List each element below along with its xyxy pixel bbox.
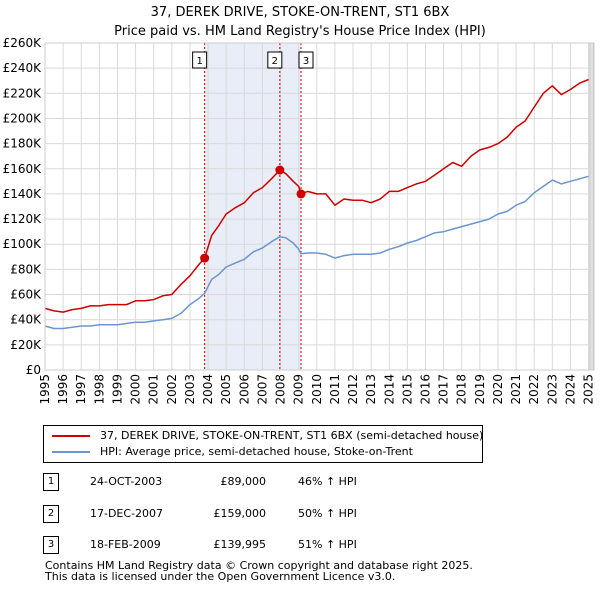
x-tick-label: 2002 <box>165 374 179 405</box>
transaction-date: 17-DEC-2007 <box>90 507 164 520</box>
transaction-date: 24-OCT-2003 <box>90 475 163 488</box>
x-tick-label: 2019 <box>473 374 487 405</box>
sale-label-2: 2 <box>267 51 283 69</box>
y-tick-label: £100K <box>3 237 43 251</box>
x-tick-label: 2024 <box>563 374 577 405</box>
transaction-price: £139,995 <box>213 538 267 551</box>
chart-title-line2: Price paid vs. HM Land Registry's House … <box>114 24 486 39</box>
sale-label-3: 3 <box>298 51 314 69</box>
x-tick-label: 2011 <box>328 374 342 405</box>
x-tick-label: 2010 <box>310 374 324 405</box>
sale-label-text: 3 <box>303 56 309 67</box>
y-tick-label: £160K <box>3 162 43 176</box>
chart-title-line1: 37, DEREK DRIVE, STOKE-ON-TRENT, ST1 6BX <box>150 5 450 20</box>
price-chart: 1 2 3 £0 £20K £40K £60K £80K £100K £120K £140K £16… <box>3 36 596 405</box>
y-tick-label: £200K <box>3 111 43 125</box>
sale-marker-lines <box>204 43 302 370</box>
plot-background <box>45 43 594 370</box>
x-tick-label: 2016 <box>418 374 432 405</box>
y-tick-label: £0 <box>26 363 41 377</box>
legend-hpi-label: HPI: Average price, semi-detached house,… <box>100 445 413 458</box>
x-tick-label: 2001 <box>147 374 161 405</box>
x-tick-label: 1998 <box>92 374 106 405</box>
transaction-number-badge: 1 <box>43 473 59 491</box>
legend-property-label: 37, DEREK DRIVE, STOKE-ON-TRENT, ST1 6BX… <box>100 429 484 442</box>
y-tick-label: £220K <box>3 86 43 100</box>
shade-layer <box>45 43 594 370</box>
legend-property-swatch <box>52 435 90 437</box>
sale-label-box <box>267 51 283 69</box>
x-tick-label: 2013 <box>364 374 378 405</box>
transaction-hpi: 50% ↑ HPI <box>298 507 357 520</box>
sale-label-text: 2 <box>272 56 278 67</box>
legend-hpi-swatch <box>52 451 90 453</box>
y-tick-label: £80K <box>10 262 42 276</box>
x-tick-label: 2020 <box>491 374 505 405</box>
hpi-line <box>44 175 589 330</box>
sale-period-shade <box>204 43 302 370</box>
sale-label-box <box>192 51 208 69</box>
x-tick-label: 1995 <box>38 374 52 405</box>
x-tick-label: 2015 <box>400 374 414 405</box>
x-tick-label: 2006 <box>237 374 251 405</box>
grid-layer <box>44 42 594 371</box>
y-tick-label: £120K <box>3 212 43 226</box>
x-tick-label: 2000 <box>129 374 143 405</box>
axis-layer: £0 £20K £40K £60K £80K £100K £120K £140K £160K £1… <box>3 36 596 405</box>
sale-point <box>200 253 210 263</box>
chart-title: 37, DEREK DRIVE, STOKE-ON-TRENT, ST1 6BX… <box>0 3 600 41</box>
x-tick-label: 2005 <box>219 374 233 405</box>
plot-frame <box>44 42 595 371</box>
y-tick-label: £260K <box>3 36 43 50</box>
x-tick-label: 2017 <box>437 374 451 405</box>
y-tick-label: £40K <box>10 313 42 327</box>
y-tick-label: £140K <box>3 187 43 201</box>
x-tick-label: 1997 <box>74 374 88 405</box>
transaction-hpi: 51% ↑ HPI <box>298 538 357 551</box>
footer-copyright: Contains HM Land Registry data © Crown c… <box>45 559 473 572</box>
table-row: 2 17-DEC-2007 £159,000 50% ↑ HPI <box>0 505 600 525</box>
sale-point <box>296 189 306 199</box>
x-tick-label: 2009 <box>292 374 306 405</box>
x-tick-label: 1999 <box>110 374 124 405</box>
transaction-number-badge: 2 <box>43 505 59 523</box>
transaction-price: £159,000 <box>213 507 267 520</box>
x-tick-label: 2014 <box>382 374 396 405</box>
y-tick-label: £20K <box>10 338 42 352</box>
footer-licence: This data is licensed under the Open Gov… <box>45 570 396 583</box>
transaction-number-badge: 3 <box>43 536 59 554</box>
table-row: 1 24-OCT-2003 £89,000 46% ↑ HPI <box>0 473 600 493</box>
x-tick-label: 2025 <box>582 374 596 405</box>
x-tick-label: 2022 <box>527 374 541 405</box>
sale-markers: 1 2 3 <box>192 51 314 263</box>
y-tick-label: £240K <box>3 61 43 75</box>
transaction-date: 18-FEB-2009 <box>90 538 161 551</box>
x-tick-label: 2018 <box>455 374 469 405</box>
x-tick-label: 2007 <box>255 374 269 405</box>
x-tick-label: 2012 <box>346 374 360 405</box>
sale-label-text: 1 <box>196 56 202 67</box>
x-tick-label: 1996 <box>56 374 70 405</box>
footer: Contains HM Land Registry data © Crown c… <box>45 560 473 582</box>
x-tick-label: 2008 <box>274 374 288 405</box>
transaction-price: £89,000 <box>220 475 267 488</box>
y-tick-label: £180K <box>3 137 43 151</box>
sale-point <box>275 165 285 175</box>
x-tick-label: 2004 <box>201 374 215 405</box>
table-row: 3 18-FEB-2009 £139,995 51% ↑ HPI <box>0 536 600 556</box>
x-tick-label: 2003 <box>183 374 197 405</box>
y-tick-label: £60K <box>10 288 42 302</box>
x-tick-label: 2023 <box>545 374 559 405</box>
sale-label-box <box>298 51 314 69</box>
forecast-region <box>588 43 594 370</box>
sale-label-1: 1 <box>192 51 208 69</box>
x-tick-label: 2021 <box>509 374 523 405</box>
legend: 37, DEREK DRIVE, STOKE-ON-TRENT, ST1 6BX… <box>43 425 483 463</box>
transaction-hpi: 46% ↑ HPI <box>298 475 357 488</box>
